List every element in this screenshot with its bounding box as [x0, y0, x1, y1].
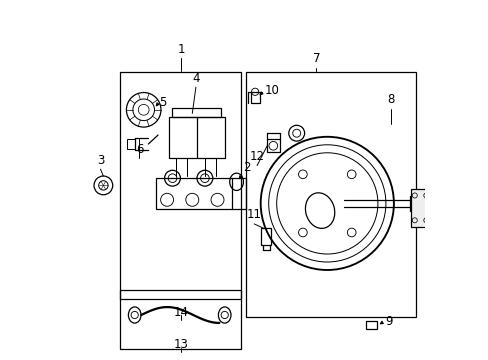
Bar: [168, 117, 224, 158]
Text: 12: 12: [249, 150, 264, 163]
Text: 4: 4: [192, 72, 199, 85]
Text: 7: 7: [312, 52, 320, 65]
Text: 14: 14: [174, 306, 189, 319]
Text: 6: 6: [135, 143, 143, 156]
Text: 2: 2: [243, 161, 250, 174]
Bar: [126, 139, 134, 149]
Text: 9: 9: [384, 315, 391, 328]
Text: 5: 5: [159, 96, 166, 109]
Bar: [261, 228, 271, 245]
Bar: [246, 72, 415, 317]
Bar: [366, 321, 376, 329]
Text: 13: 13: [174, 338, 188, 351]
Text: 10: 10: [264, 84, 279, 97]
Bar: [120, 290, 241, 349]
Text: 3: 3: [97, 154, 104, 167]
Text: 1: 1: [177, 43, 185, 56]
Bar: [172, 108, 221, 117]
Bar: [410, 189, 429, 227]
Bar: [266, 139, 279, 152]
Bar: [156, 178, 231, 209]
Bar: [120, 72, 241, 299]
Bar: [250, 92, 259, 103]
Text: 11: 11: [246, 208, 261, 221]
Text: 8: 8: [386, 93, 394, 106]
